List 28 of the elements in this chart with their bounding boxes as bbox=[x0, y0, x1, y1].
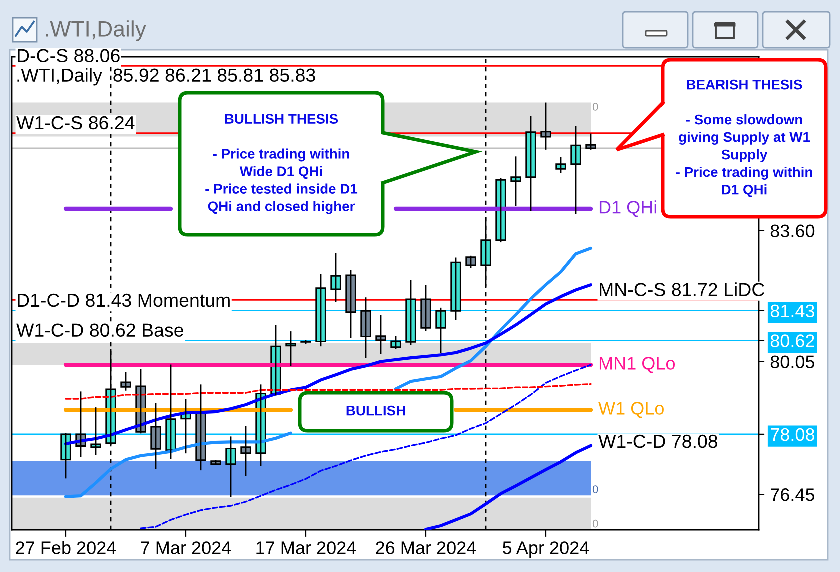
ref-line-label: MN-C-S 81.72 LiDC bbox=[600, 282, 764, 296]
band-label: 0 bbox=[592, 486, 598, 494]
chart-title: .WTI,Daily bbox=[46, 20, 146, 42]
ref-line-label: W1-C-D 80.62 Base bbox=[16, 324, 184, 338]
y-tick-label: 80.05 bbox=[770, 356, 815, 368]
ref-line-label: W1-C-D 78.08 bbox=[598, 434, 718, 448]
x-tick-label: 27 Feb 2024 bbox=[16, 541, 116, 554]
ref-line-label: D1-C-D 81.43 Momentum bbox=[18, 294, 230, 308]
text: .WTI,Daily 85.92 86.21 85.81 85.83 bbox=[18, 68, 316, 86]
annotation: BULLISH bbox=[346, 406, 406, 416]
y-tick-label: 80.62 bbox=[770, 334, 814, 348]
band-label: 0 bbox=[592, 103, 598, 111]
text: BULLISH THESIS - Price trading within Wide D1 QHi - Price tested inside D1 QHi and closed higher bbox=[206, 114, 358, 214]
x-tick-label: 7 Mar 2024 bbox=[141, 542, 232, 554]
y-tick-label: 76.45 bbox=[771, 488, 815, 502]
band-label: 0 bbox=[592, 520, 598, 528]
series-label: D1 QHi bbox=[600, 200, 656, 218]
ref-line-label: W1-C-S 86.24 bbox=[16, 116, 135, 130]
text: BEARISH THESIS - Some slowdown giving Supply at W1 Supply - Price trading within D1 QHi bbox=[676, 80, 812, 198]
series-label: MN1 QLo bbox=[600, 357, 676, 374]
series-label: W1 QLo bbox=[598, 402, 664, 418]
x-tick-label: 5 Apr 2024 bbox=[503, 542, 590, 558]
x-tick-label: 26 Mar 2024 bbox=[376, 542, 476, 554]
y-tick-label: 81.43 bbox=[770, 304, 814, 318]
x-tick-label: 17 Mar 2024 bbox=[256, 542, 356, 554]
y-tick-label: 83.60 bbox=[770, 224, 815, 238]
ref-line-label: D-C-S 88.06 bbox=[18, 49, 120, 63]
y-tick-label: 78.08 bbox=[771, 428, 815, 442]
